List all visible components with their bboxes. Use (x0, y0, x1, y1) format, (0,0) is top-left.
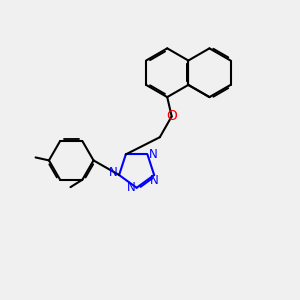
Text: N: N (148, 148, 157, 161)
Text: N: N (127, 181, 136, 194)
Text: O: O (166, 110, 177, 123)
Text: N: N (150, 174, 158, 187)
Text: N: N (110, 166, 118, 178)
